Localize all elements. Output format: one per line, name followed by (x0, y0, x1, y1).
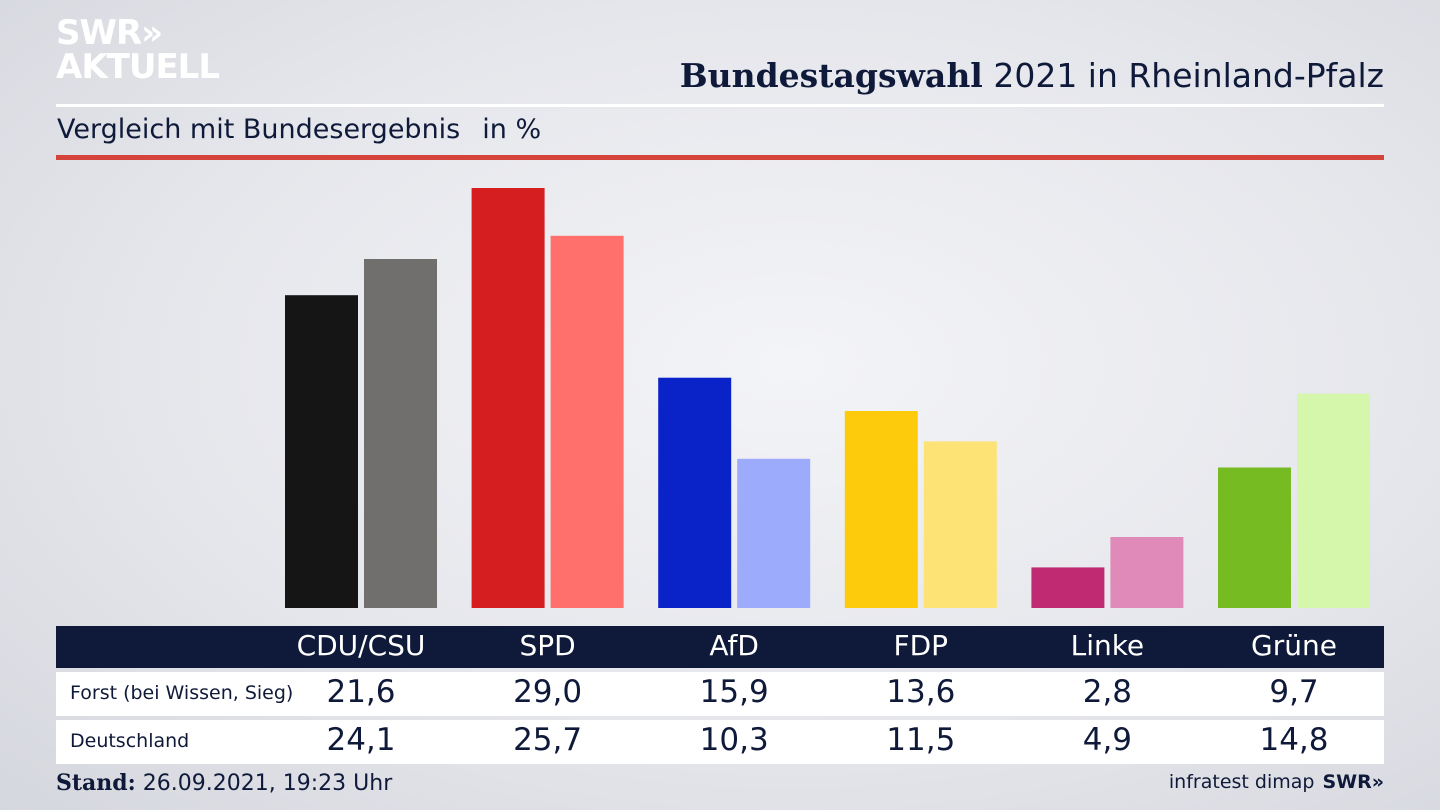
value-cdu-csu-deutschland: 24,1 (326, 722, 396, 758)
value-cdu-csu-forst: 21,6 (326, 674, 396, 710)
logo-line1: SWR» (56, 13, 163, 53)
column-header-gr-ne: Grüne (1251, 629, 1337, 662)
row-label-deutschland: Deutschland (70, 730, 190, 752)
table-header-row: CDU/CSU SPD AfD FDP Linke Grüne (56, 626, 1384, 668)
value-linke-forst: 2,8 (1082, 674, 1133, 710)
unit-label: in % (482, 114, 542, 145)
column-header-fdp: FDP (893, 629, 949, 662)
bar-afd-forst (658, 377, 732, 608)
value-fdp-forst: 13,6 (886, 674, 956, 710)
swr-brand-logo: SWR» (1322, 771, 1384, 793)
row-label-forst: Forst (bei Wissen, Sieg) (70, 682, 294, 704)
timestamp: Stand: 26.09.2021, 19:23 Uhr (56, 770, 392, 796)
bar-spd-forst (471, 188, 545, 608)
results-table: CDU/CSU SPD AfD FDP Linke Grüne Forst (bei Wi… (56, 626, 1384, 764)
bar-linke-deutschland (1110, 537, 1184, 608)
value-afd-deutschland: 10,3 (699, 722, 769, 758)
bar-linke-forst (1031, 567, 1105, 608)
bar-gr-ne-deutschland (1297, 393, 1370, 608)
value-afd-forst: 15,9 (699, 674, 769, 710)
value-spd-deutschland: 25,7 (513, 722, 583, 758)
bar-spd-deutschland (550, 235, 624, 609)
bar-fdp-forst (844, 411, 918, 608)
bar-cdu-csu-forst (285, 295, 358, 608)
chart-subtitle: Vergleich mit Bundesergebnis in % (57, 114, 541, 145)
bar-cdu-csu-deutschland (364, 259, 437, 608)
table-row-forst: Forst (bei Wissen, Sieg) 21,6 29,0 15,9 13,… (56, 672, 1384, 716)
value-gr-ne-deutschland: 14,8 (1259, 722, 1329, 758)
column-header-spd: SPD (519, 629, 576, 662)
stand-label: Stand: (56, 770, 136, 796)
table-row-deutschland: Deutschland 24,1 25,7 10,3 11,5 4,9 14,8 (56, 720, 1384, 764)
chart-title-rest: 2021 in Rheinland-Pfalz (982, 56, 1384, 95)
swr-aktuell-logo: SWR» AKTUELL (56, 13, 220, 87)
value-gr-ne-forst: 9,7 (1269, 674, 1319, 710)
bar-chart (285, 188, 1370, 609)
value-fdp-deutschland: 11,5 (886, 722, 956, 758)
source-credit: infratest dimap SWR» (1169, 771, 1384, 793)
title-divider (56, 104, 1384, 107)
stand-value: 26.09.2021, 19:23 Uhr (135, 771, 393, 796)
subtitle-text: Vergleich mit Bundesergebnis (57, 114, 461, 145)
value-spd-forst: 29,0 (513, 674, 583, 710)
column-header-afd: AfD (709, 629, 759, 662)
column-header-cdu-csu: CDU/CSU (296, 629, 426, 662)
chart-title-bold: Bundestagswahl (679, 56, 983, 95)
bar-afd-deutschland (737, 458, 811, 608)
bar-gr-ne-forst (1218, 467, 1291, 608)
source-text: infratest dimap (1168, 771, 1315, 793)
bar-fdp-deutschland (923, 441, 997, 608)
column-header-linke: Linke (1070, 629, 1145, 662)
logo-line2: AKTUELL (56, 47, 220, 87)
value-linke-deutschland: 4,9 (1082, 722, 1133, 758)
subtitle-divider (56, 155, 1384, 160)
chart-title: Bundestagswahl 2021 in Rheinland-Pfalz (680, 56, 1384, 95)
